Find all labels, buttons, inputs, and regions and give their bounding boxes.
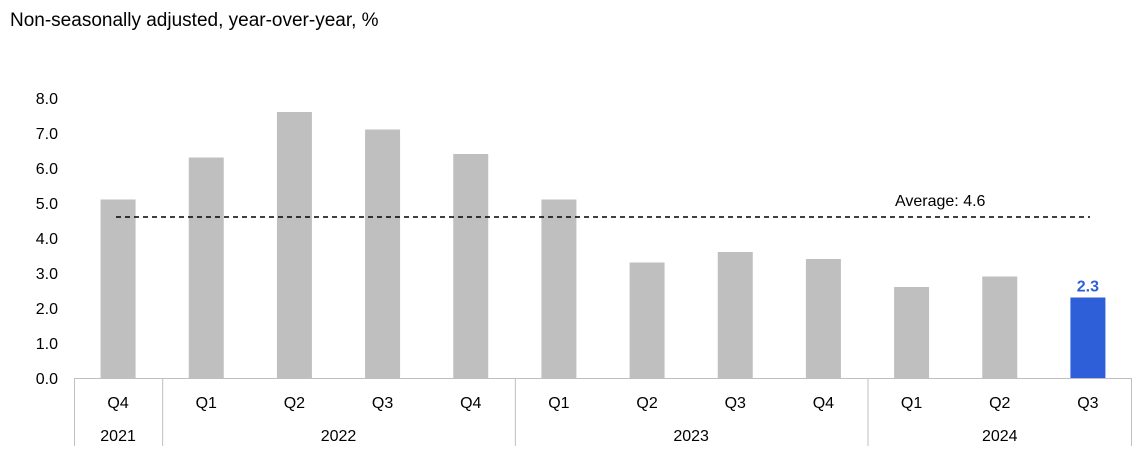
bar-6 bbox=[629, 262, 665, 378]
category-label: Q2 bbox=[989, 395, 1010, 412]
y-tick-label: 5.0 bbox=[36, 196, 58, 213]
bar-0 bbox=[100, 199, 136, 378]
category-label: Q1 bbox=[196, 395, 217, 412]
year-label: 2022 bbox=[321, 428, 357, 445]
category-label: Q3 bbox=[725, 395, 746, 412]
chart-subtitle: Non-seasonally adjusted, year-over-year,… bbox=[10, 10, 379, 31]
bar-2 bbox=[276, 112, 312, 378]
category-label: Q4 bbox=[107, 395, 128, 412]
bar-10 bbox=[982, 276, 1018, 378]
y-tick-label: 1.0 bbox=[36, 336, 58, 353]
bar-8 bbox=[805, 259, 841, 378]
category-label: Q2 bbox=[284, 395, 305, 412]
category-label: Q1 bbox=[901, 395, 922, 412]
category-label: Q4 bbox=[460, 395, 481, 412]
bar-1 bbox=[188, 157, 224, 378]
bar-5 bbox=[541, 199, 577, 378]
y-tick-label: 4.0 bbox=[36, 231, 58, 248]
category-label: Q3 bbox=[1077, 395, 1098, 412]
data-label: 2.3 bbox=[1077, 279, 1099, 296]
category-label: Q3 bbox=[372, 395, 393, 412]
category-label: Q2 bbox=[636, 395, 657, 412]
y-tick-label: 8.0 bbox=[36, 91, 58, 108]
category-label: Q1 bbox=[548, 395, 569, 412]
category-label: Q4 bbox=[813, 395, 834, 412]
year-label: 2024 bbox=[982, 428, 1018, 445]
y-tick-label: 3.0 bbox=[36, 266, 58, 283]
bar-11 bbox=[1070, 297, 1106, 378]
y-tick-label: 0.0 bbox=[36, 371, 58, 388]
bar-7 bbox=[717, 252, 753, 378]
bar-9 bbox=[894, 287, 930, 378]
year-label: 2021 bbox=[100, 428, 136, 445]
average-label: Average: 4.6 bbox=[895, 193, 986, 210]
bar-4 bbox=[453, 154, 489, 378]
y-tick-label: 2.0 bbox=[36, 301, 58, 318]
y-tick-label: 7.0 bbox=[36, 126, 58, 143]
bar-3 bbox=[365, 129, 401, 378]
y-tick-label: 6.0 bbox=[36, 161, 58, 178]
year-label: 2023 bbox=[673, 428, 709, 445]
